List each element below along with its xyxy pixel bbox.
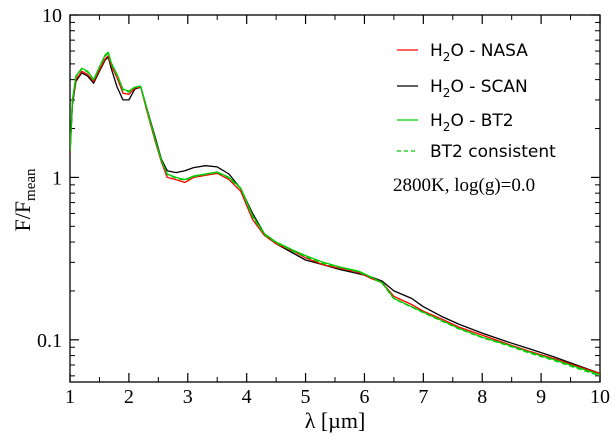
series-line-2 (70, 51, 600, 376)
y-tick-label: 10 (42, 5, 62, 27)
x-tick-label: 4 (242, 386, 252, 408)
x-axis-title: λ [µm] (305, 408, 366, 433)
x-tick-label: 1 (65, 386, 75, 408)
y-axis-title: F/Fmean (10, 168, 39, 232)
x-tick-label: 3 (183, 386, 193, 408)
x-tick-label: 9 (536, 386, 546, 408)
series-layer (70, 51, 600, 377)
legend-label: H2O - SCAN (430, 77, 528, 100)
y-tick-label: 0.1 (37, 330, 62, 352)
y-axis-ticks: 0.1 1 10 (37, 5, 600, 377)
y-tick-label: 1 (52, 167, 62, 189)
series-line-3 (70, 52, 600, 377)
plot-frame (69, 14, 601, 383)
x-tick-label: 6 (359, 386, 369, 408)
legend-label: H2O - NASA (430, 41, 528, 64)
legend: H2O - NASA H2O - SCAN H2O - BT2 BT2 consist… (397, 41, 556, 162)
x-tick-label: 2 (124, 386, 134, 408)
x-tick-label: 7 (418, 386, 428, 408)
x-tick-label: 10 (590, 386, 610, 408)
x-axis-ticks: 1 2 3 4 5 6 7 8 9 10 (65, 15, 610, 408)
x-tick-label: 8 (477, 386, 487, 408)
chart-annotation: 2800K, log(g)=0.0 (393, 175, 535, 196)
series-line-1 (70, 56, 600, 375)
x-tick-label: 5 (301, 386, 311, 408)
legend-label: H2O - BT2 (430, 111, 514, 134)
legend-label: BT2 consistent (430, 142, 556, 162)
series-line-0 (70, 55, 600, 375)
